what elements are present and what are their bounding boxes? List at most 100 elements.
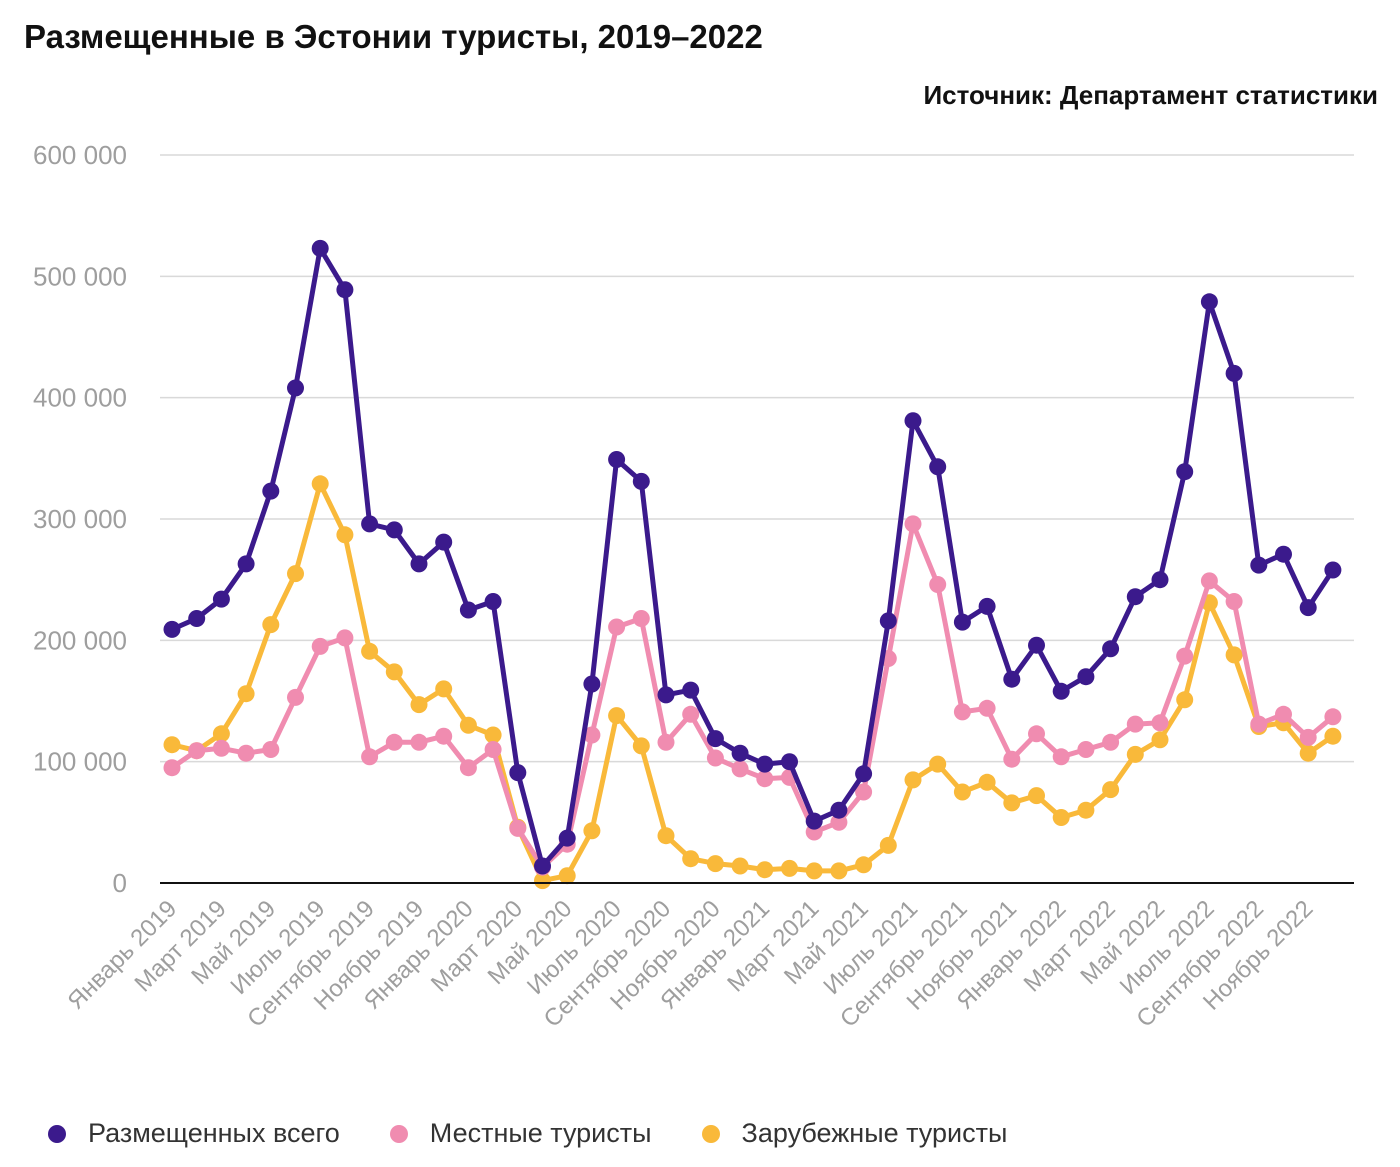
data-point[interactable] <box>657 733 675 751</box>
data-point[interactable] <box>731 857 749 875</box>
data-point[interactable] <box>385 733 403 751</box>
data-point[interactable] <box>287 379 304 397</box>
data-point[interactable] <box>1151 571 1169 589</box>
data-point[interactable] <box>163 620 181 638</box>
data-point[interactable] <box>435 680 453 698</box>
data-point[interactable] <box>188 742 206 760</box>
data-point[interactable] <box>534 857 551 875</box>
data-point[interactable] <box>1225 646 1243 664</box>
data-point[interactable] <box>830 862 848 880</box>
data-point[interactable] <box>385 521 403 539</box>
data-point[interactable] <box>608 618 626 636</box>
data-point[interactable] <box>1028 725 1045 743</box>
data-point[interactable] <box>484 593 502 610</box>
data-point[interactable] <box>558 829 576 847</box>
data-point[interactable] <box>237 744 255 762</box>
data-point[interactable] <box>706 730 724 748</box>
data-point[interactable] <box>781 753 798 771</box>
data-point[interactable] <box>410 696 428 714</box>
data-point[interactable] <box>361 748 379 766</box>
data-point[interactable] <box>1077 668 1095 686</box>
data-point[interactable] <box>706 749 724 767</box>
data-point[interactable] <box>484 741 502 758</box>
data-point[interactable] <box>1200 572 1218 590</box>
data-point[interactable] <box>361 642 379 660</box>
data-point[interactable] <box>929 755 947 773</box>
data-point[interactable] <box>1225 593 1243 610</box>
data-point[interactable] <box>1250 556 1268 574</box>
data-point[interactable] <box>805 862 823 880</box>
data-point[interactable] <box>459 716 477 734</box>
data-point[interactable] <box>1077 741 1095 758</box>
data-point[interactable] <box>534 872 551 890</box>
data-point[interactable] <box>855 765 873 783</box>
data-point[interactable] <box>978 699 996 717</box>
data-point[interactable] <box>410 555 428 573</box>
data-point[interactable] <box>1299 744 1317 762</box>
legend-item-foreign[interactable]: Зарубежные туристы <box>701 1118 1007 1149</box>
data-point[interactable] <box>1003 750 1021 768</box>
data-point[interactable] <box>682 681 700 699</box>
data-point[interactable] <box>287 565 304 583</box>
data-point[interactable] <box>1299 599 1317 617</box>
data-point[interactable] <box>583 726 601 744</box>
data-point[interactable] <box>731 744 749 762</box>
data-point[interactable] <box>1028 636 1045 654</box>
data-point[interactable] <box>756 770 774 788</box>
data-point[interactable] <box>855 783 873 801</box>
data-point[interactable] <box>731 760 749 778</box>
data-point[interactable] <box>237 555 255 573</box>
data-point[interactable] <box>929 458 947 476</box>
data-point[interactable] <box>1275 545 1292 563</box>
data-point[interactable] <box>385 663 403 681</box>
data-point[interactable] <box>879 836 897 854</box>
data-point[interactable] <box>1003 670 1021 688</box>
data-point[interactable] <box>163 736 181 754</box>
data-point[interactable] <box>1126 745 1144 763</box>
data-point[interactable] <box>435 727 453 745</box>
data-point[interactable] <box>237 685 255 703</box>
data-point[interactable] <box>1102 781 1120 799</box>
data-point[interactable] <box>657 827 675 845</box>
data-point[interactable] <box>1324 708 1342 726</box>
data-point[interactable] <box>287 688 304 706</box>
data-point[interactable] <box>212 725 230 743</box>
data-point[interactable] <box>1102 733 1120 751</box>
data-point[interactable] <box>361 515 379 533</box>
data-point[interactable] <box>1003 794 1021 812</box>
data-point[interactable] <box>1126 588 1144 606</box>
data-point[interactable] <box>1225 364 1243 382</box>
data-point[interactable] <box>657 686 675 704</box>
data-point[interactable] <box>1126 715 1144 733</box>
data-point[interactable] <box>953 703 971 721</box>
data-point[interactable] <box>1200 293 1218 311</box>
data-point[interactable] <box>583 675 601 693</box>
data-point[interactable] <box>632 737 650 755</box>
data-point[interactable] <box>1176 647 1194 665</box>
data-point[interactable] <box>706 855 724 873</box>
data-point[interactable] <box>1077 801 1095 819</box>
data-point[interactable] <box>1250 715 1268 733</box>
data-point[interactable] <box>262 482 280 500</box>
data-point[interactable] <box>855 856 873 874</box>
data-point[interactable] <box>632 610 650 627</box>
data-point[interactable] <box>459 601 477 619</box>
data-point[interactable] <box>608 451 626 468</box>
data-point[interactable] <box>830 813 848 831</box>
data-point[interactable] <box>435 533 453 551</box>
data-point[interactable] <box>879 612 897 630</box>
data-point[interactable] <box>188 610 206 627</box>
data-point[interactable] <box>904 412 922 430</box>
data-point[interactable] <box>978 597 996 615</box>
data-point[interactable] <box>632 472 650 490</box>
data-point[interactable] <box>904 515 922 533</box>
data-point[interactable] <box>336 526 354 544</box>
data-point[interactable] <box>1324 561 1342 579</box>
data-point[interactable] <box>929 576 947 593</box>
data-point[interactable] <box>1052 748 1070 766</box>
data-point[interactable] <box>459 759 477 777</box>
data-point[interactable] <box>830 801 848 819</box>
data-point[interactable] <box>953 613 971 631</box>
data-point[interactable] <box>1151 731 1169 749</box>
data-point[interactable] <box>1275 705 1292 723</box>
